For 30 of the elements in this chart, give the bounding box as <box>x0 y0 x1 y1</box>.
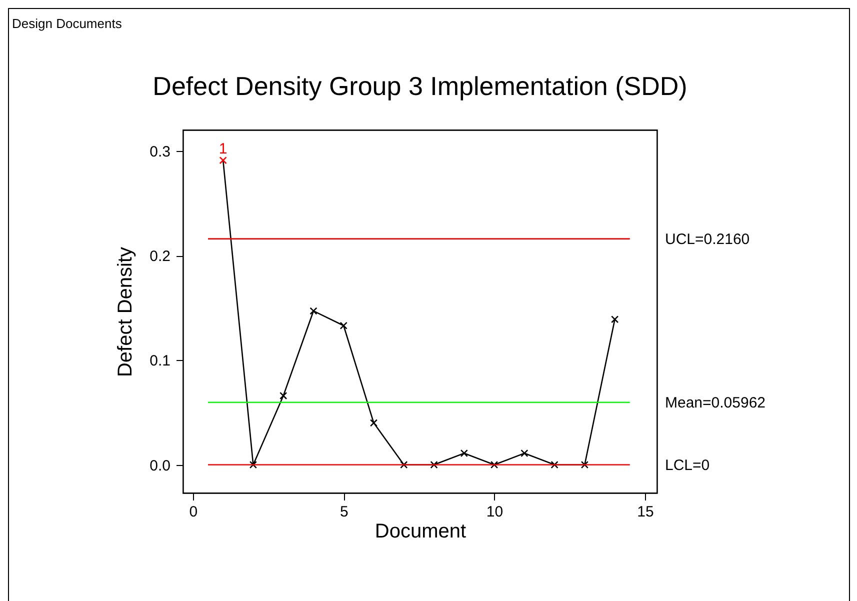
x-tick-label: 0 <box>189 504 198 520</box>
point <box>280 392 288 400</box>
ref-line-label: Mean=0.05962 <box>665 394 766 412</box>
x-tick-label: 10 <box>486 504 504 520</box>
point <box>430 460 438 469</box>
chart-title: Defect Density Group 3 Implementation (SDD) <box>152 71 688 101</box>
point <box>611 316 619 324</box>
y-tick-label: 0.0 <box>150 457 170 474</box>
x-tick-label: 15 <box>637 504 654 520</box>
point <box>310 307 318 315</box>
point <box>520 449 528 458</box>
y-axis-title: Defect Density <box>114 246 137 378</box>
x-tick-label: 5 <box>340 504 348 520</box>
text: Design Documents <box>12 16 122 31</box>
point <box>219 156 227 164</box>
y-tick-label: 0.3 <box>150 143 170 160</box>
ref-line-label: UCL=0.2160 <box>665 230 750 248</box>
point <box>400 460 408 469</box>
point <box>370 419 378 427</box>
x-axis-title: Document <box>374 520 467 542</box>
point <box>580 460 588 469</box>
point <box>490 460 498 469</box>
point <box>249 460 258 469</box>
point <box>550 460 558 469</box>
point <box>460 449 468 458</box>
point <box>340 322 348 330</box>
y-tick-label: 0.2 <box>150 248 170 266</box>
y-tick-label: 0.1 <box>150 352 170 370</box>
annotation: 1 <box>218 140 228 158</box>
ref-line-label: LCL=0 <box>665 456 710 474</box>
